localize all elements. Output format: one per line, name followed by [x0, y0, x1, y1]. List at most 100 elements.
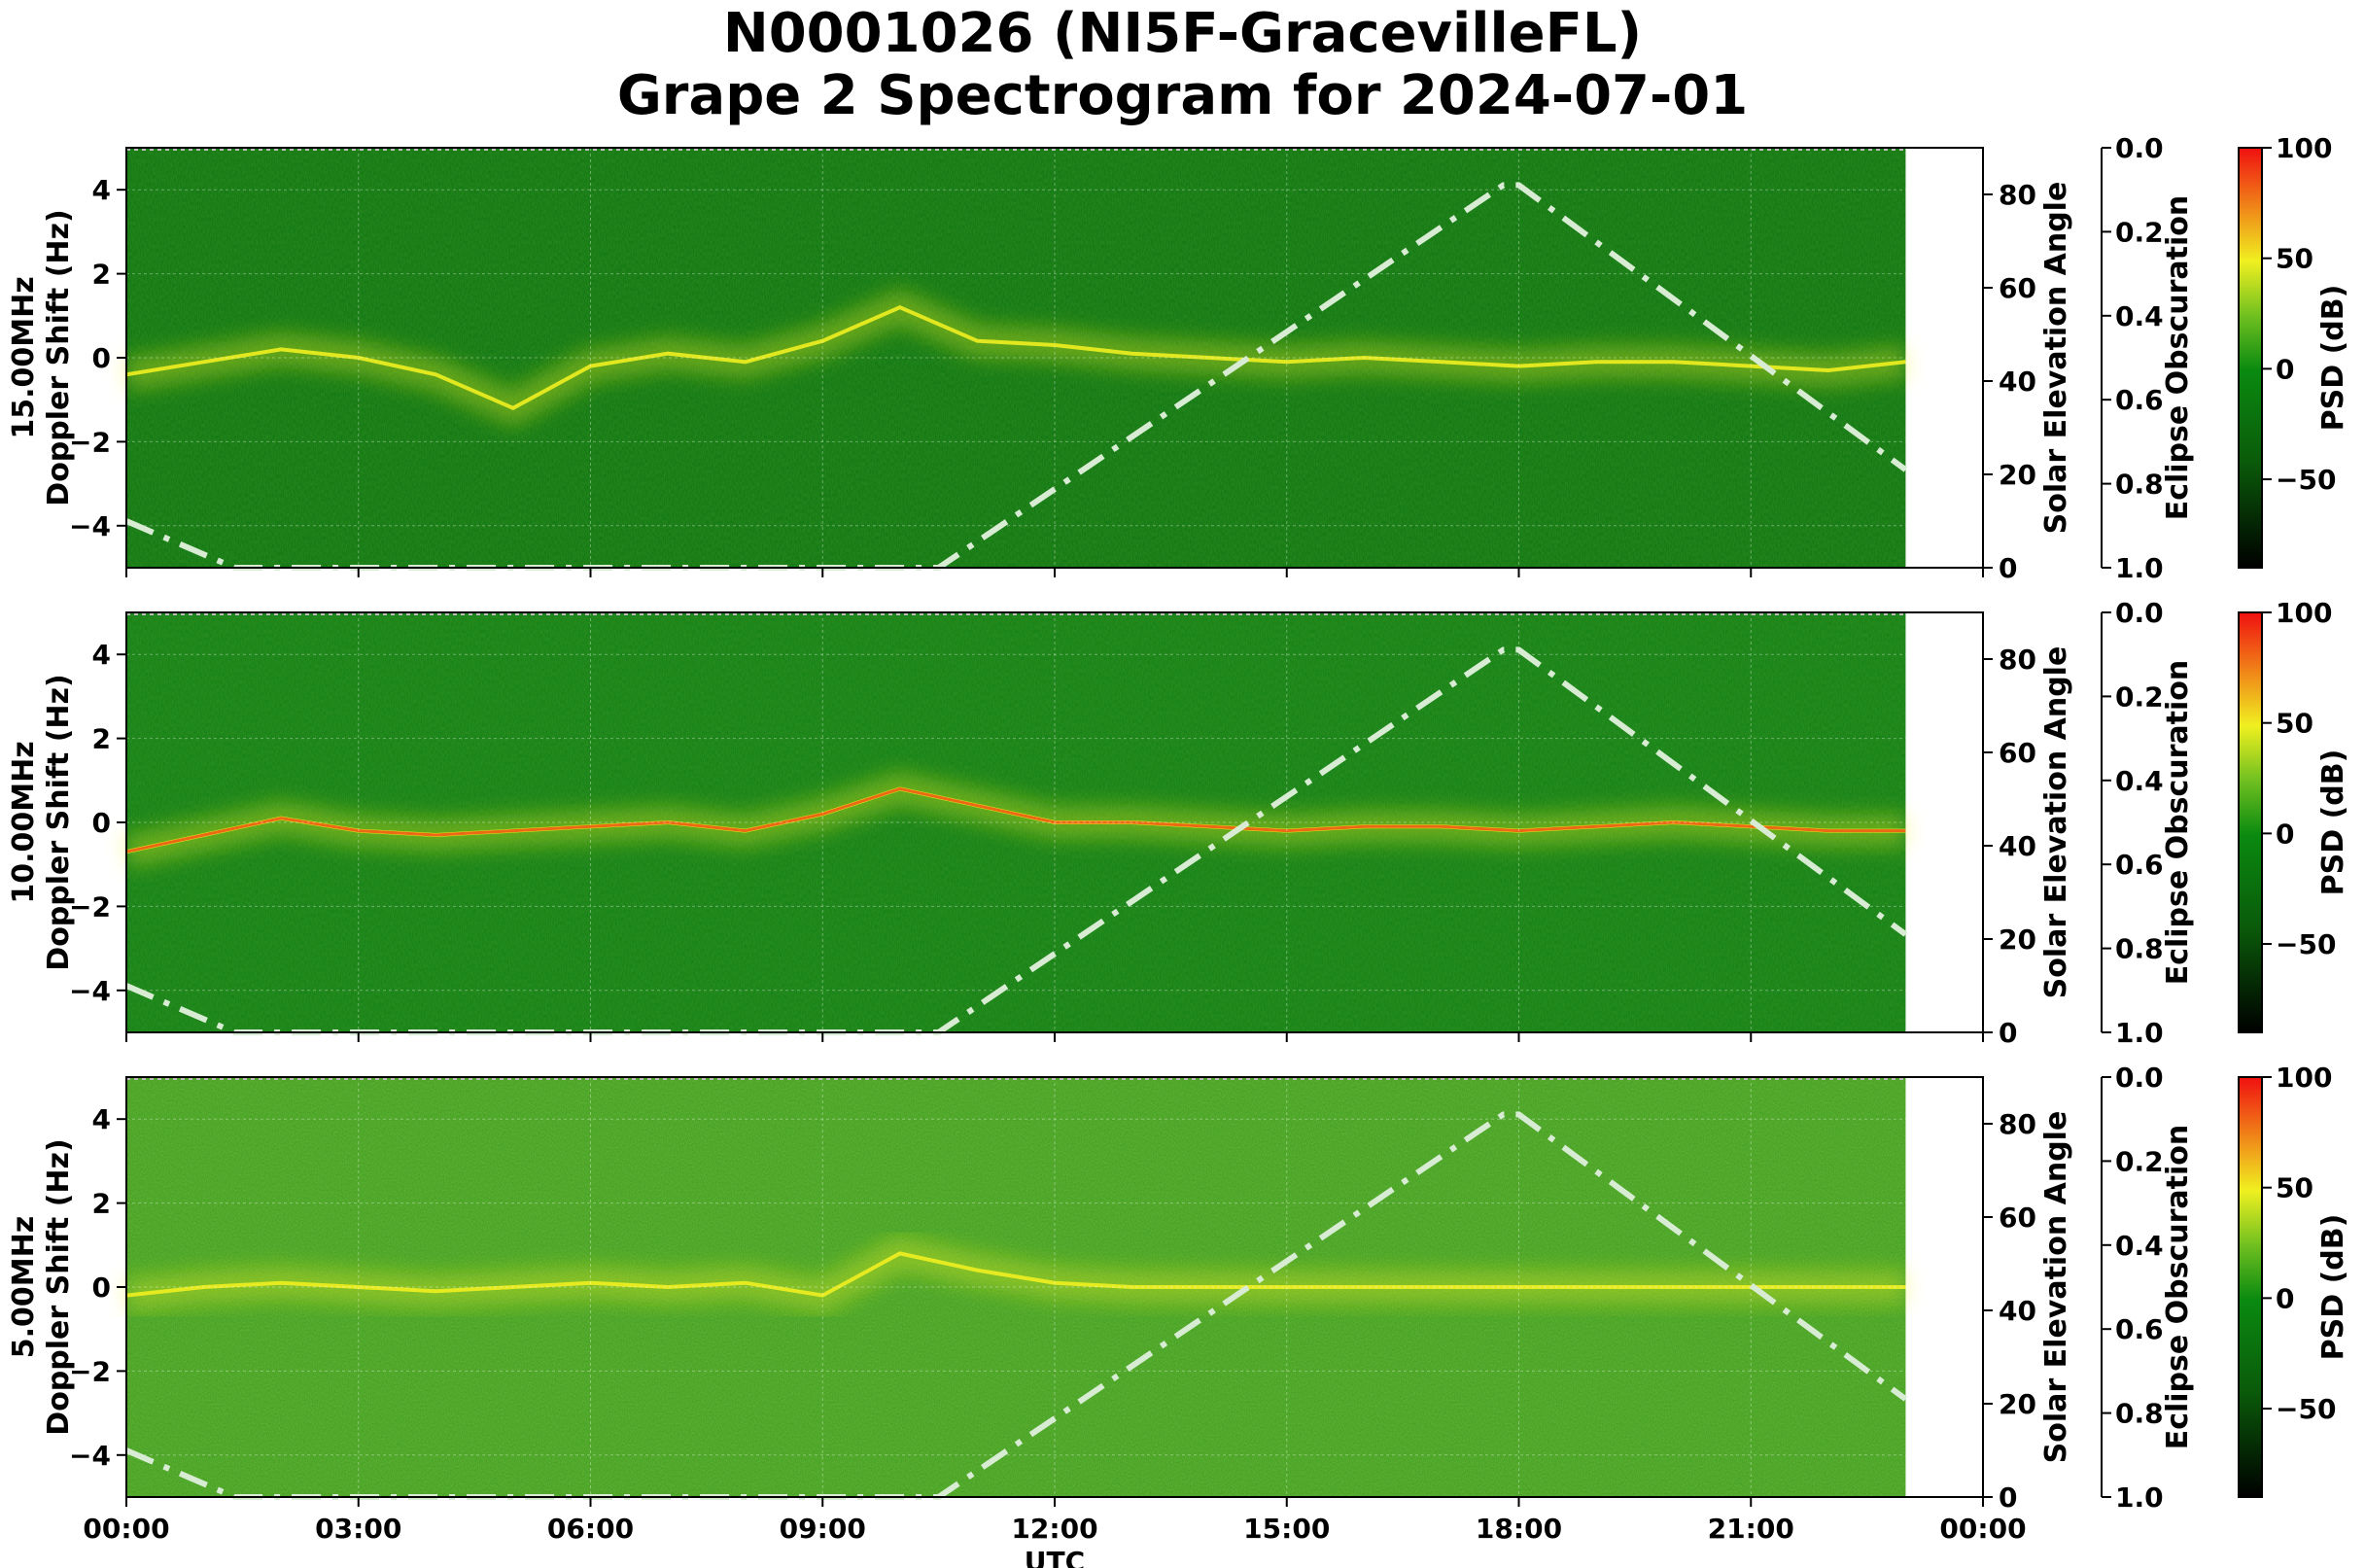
solar-tick-label: 60 [1999, 272, 2036, 304]
eclipse-tick-label: 0.2 [2115, 216, 2164, 248]
solar-axis-label: Solar Elevation Angle [2039, 1111, 2073, 1464]
psd-tick-label: −50 [2276, 928, 2336, 960]
y-tick-label: −2 [69, 1355, 111, 1387]
psd-tick-label: 50 [2276, 1172, 2313, 1204]
x-tick-label: 00:00 [1939, 1513, 2026, 1545]
psd-colorbar [2238, 1076, 2263, 1498]
solar-tick-label: 80 [1999, 1108, 2036, 1140]
x-tick-label: 00:00 [83, 1513, 169, 1545]
doppler-trace-peak [125, 786, 1906, 854]
y-tick-label: 0 [92, 807, 111, 839]
psd-axis-label: PSD (dB) [2316, 285, 2350, 432]
eclipse-tick-label: 0.2 [2115, 1145, 2164, 1177]
solar-tick-label: 0 [1999, 1481, 2017, 1514]
eclipse-tick-label: 0.0 [2115, 1062, 2164, 1094]
panel-10MHz: 420−2−410.00MHz Doppler Shift (Hz)0204060… [7, 597, 2350, 1049]
solar-tick-label: 40 [1999, 830, 2036, 862]
y-tick-label: 4 [92, 1103, 111, 1135]
eclipse-tick-label: 0.8 [2115, 1398, 2164, 1430]
solar-elevation-curve [124, 646, 1908, 1035]
solar-tick-label: 20 [1999, 923, 2036, 956]
psd-tick-label: 50 [2276, 708, 2313, 740]
y-tick-label: 2 [92, 1188, 111, 1220]
psd-tick-label: −50 [2276, 464, 2336, 496]
solar-axis-label: Solar Elevation Angle [2039, 646, 2073, 999]
eclipse-axis-label: Eclipse Obscuration [2161, 1125, 2195, 1450]
eclipse-axis-label: Eclipse Obscuration [2161, 660, 2195, 986]
eclipse-tick-label: 0.0 [2115, 597, 2164, 629]
solar-tick-label: 20 [1999, 459, 2036, 491]
y-tick-label: 2 [92, 259, 111, 291]
eclipse-tick-label: 0.4 [2115, 765, 2164, 797]
y-tick-label: −4 [69, 510, 111, 542]
doppler-trace [125, 1251, 1906, 1298]
psd-axis-label: PSD (dB) [2316, 749, 2350, 896]
eclipse-tick-label: 0.0 [2115, 132, 2164, 164]
eclipse-tick-label: 0.6 [2115, 849, 2164, 881]
y-axis-label-doppler: Doppler Shift (Hz) [42, 1138, 76, 1435]
solar-tick-label: 0 [1999, 1017, 2017, 1049]
y-axis-label-doppler: Doppler Shift (Hz) [42, 209, 76, 505]
y-axis-label-frequency: 5.00MHz [7, 1216, 41, 1358]
eclipse-tick-label: 0.6 [2115, 1313, 2164, 1345]
solar-tick-label: 40 [1999, 1295, 2036, 1327]
solar-elevation-curve [124, 1111, 1908, 1500]
psd-tick-label: 0 [2276, 818, 2294, 850]
panel-5MHz: 420−2−45.00MHz Doppler Shift (Hz)02040608… [7, 1062, 2350, 1568]
y-tick-label: 0 [92, 1272, 111, 1304]
psd-tick-label: 100 [2276, 1062, 2332, 1094]
psd-axis-label: PSD (dB) [2316, 1214, 2350, 1361]
doppler-trace [125, 305, 1906, 411]
x-tick-label: 03:00 [315, 1513, 401, 1545]
eclipse-tick-label: 0.4 [2115, 1230, 2164, 1262]
chart-title-line-2: Grape 2 Spectrogram for 2024-07-01 [616, 64, 1749, 127]
eclipse-axis-label: Eclipse Obscuration [2161, 195, 2195, 521]
x-axis-label: UTC [1025, 1546, 1085, 1568]
solar-tick-label: 60 [1999, 737, 2036, 769]
solar-tick-label: 80 [1999, 179, 2036, 211]
y-tick-label: −2 [69, 426, 111, 458]
x-tick-label: 12:00 [1011, 1513, 1097, 1545]
psd-colorbar [2238, 611, 2263, 1033]
solar-tick-label: 80 [1999, 644, 2036, 676]
panel-15MHz: 420−2−415.00MHz Doppler Shift (Hz)0204060… [7, 132, 2350, 584]
y-axis-label-frequency: 15.00MHz [7, 276, 41, 438]
y-axis-label-frequency: 10.00MHz [7, 741, 41, 903]
x-tick-label: 09:00 [780, 1513, 866, 1545]
solar-tick-label: 60 [1999, 1202, 2036, 1234]
y-tick-label: −4 [69, 1440, 111, 1472]
psd-colorbar [2238, 147, 2263, 569]
x-tick-label: 21:00 [1708, 1513, 1794, 1545]
solar-axis-label: Solar Elevation Angle [2039, 182, 2073, 535]
x-tick-label: 18:00 [1476, 1513, 1562, 1545]
psd-tick-label: 100 [2276, 597, 2332, 629]
eclipse-tick-label: 1.0 [2115, 552, 2164, 584]
y-tick-label: −4 [69, 975, 111, 1007]
y-tick-label: 0 [92, 342, 111, 374]
psd-tick-label: −50 [2276, 1393, 2336, 1425]
y-tick-label: −2 [69, 890, 111, 923]
psd-tick-label: 100 [2276, 132, 2332, 164]
psd-tick-label: 0 [2276, 353, 2294, 385]
eclipse-tick-label: 0.8 [2115, 933, 2164, 965]
eclipse-tick-label: 0.2 [2115, 680, 2164, 713]
solar-tick-label: 0 [1999, 552, 2017, 584]
eclipse-tick-label: 0.6 [2115, 384, 2164, 416]
y-tick-label: 4 [92, 174, 111, 206]
y-tick-label: 2 [92, 723, 111, 755]
psd-tick-label: 0 [2276, 1282, 2294, 1314]
psd-tick-label: 50 [2276, 243, 2313, 275]
y-tick-label: 4 [92, 639, 111, 671]
eclipse-tick-label: 1.0 [2115, 1017, 2164, 1049]
y-axis-label-doppler: Doppler Shift (Hz) [42, 674, 76, 970]
eclipse-tick-label: 0.8 [2115, 469, 2164, 501]
eclipse-tick-label: 1.0 [2115, 1481, 2164, 1514]
chart-title-line-1: N0001026 (NI5F-GracevilleFL) [722, 2, 1643, 65]
x-tick-label: 06:00 [547, 1513, 634, 1545]
solar-elevation-curve [124, 182, 1908, 571]
eclipse-tick-label: 0.4 [2115, 300, 2164, 332]
solar-tick-label: 40 [1999, 366, 2036, 398]
solar-tick-label: 20 [1999, 1388, 2036, 1420]
